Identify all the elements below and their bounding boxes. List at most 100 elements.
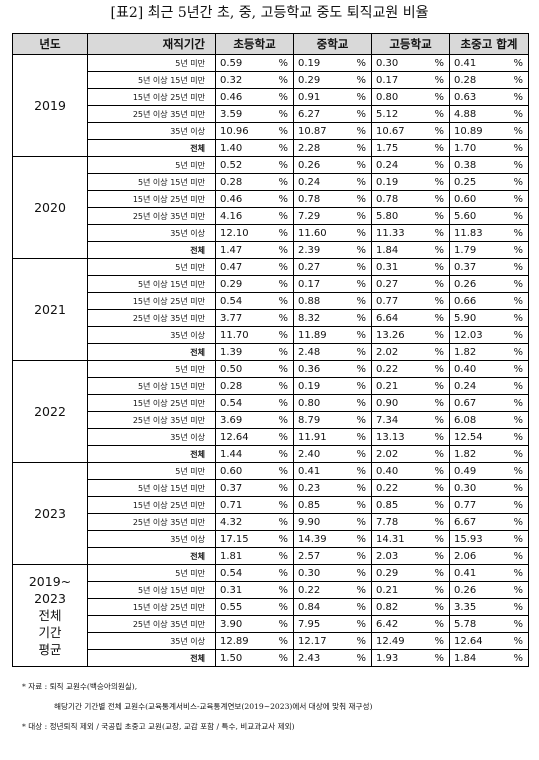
percent-unit: % — [513, 227, 523, 239]
value-number: 0.60 — [454, 193, 477, 205]
percent-unit: % — [434, 261, 444, 273]
value-cell: 11.89% — [293, 326, 372, 344]
value-number: 0.29 — [298, 74, 321, 86]
period-cell: 5년 이상 15년 미만 — [87, 173, 216, 191]
percent-unit: % — [278, 482, 288, 494]
value-cell: 1.40% — [215, 139, 294, 157]
value-cell: 0.22% — [371, 360, 450, 378]
percent-unit: % — [434, 244, 444, 256]
value-cell: 3.35% — [449, 598, 529, 616]
percent-unit: % — [434, 74, 444, 86]
year-label-line: 2023 — [34, 591, 66, 606]
percent-unit: % — [356, 431, 366, 443]
value-number: 0.85 — [376, 499, 399, 511]
percent-unit: % — [513, 312, 523, 324]
percent-unit: % — [278, 499, 288, 511]
value-number: 0.26 — [298, 159, 321, 171]
value-number: 2.02 — [376, 448, 399, 460]
value-cell: 13.26% — [371, 326, 450, 344]
value-cell: 6.42% — [371, 615, 450, 633]
value-number: 1.44 — [220, 448, 243, 460]
value-cell: 0.31% — [215, 581, 294, 599]
year-cell: 2019 — [12, 54, 88, 157]
header-middle: 중학교 — [293, 33, 372, 55]
value-cell: 0.26% — [449, 275, 529, 293]
value-number: 0.23 — [298, 482, 321, 494]
value-cell: 6.67% — [449, 513, 529, 531]
value-number: 0.29 — [220, 278, 243, 290]
value-number: 0.37 — [220, 482, 243, 494]
table-row: 전체 1.44% 2.40% 2.02% 1.82% — [13, 445, 529, 463]
percent-unit: % — [434, 448, 444, 460]
value-number: 0.21 — [376, 584, 399, 596]
period-cell: 5년 미만 — [87, 360, 216, 378]
value-number: 0.17 — [298, 278, 321, 290]
value-number: 0.71 — [220, 499, 243, 511]
percent-unit: % — [513, 516, 523, 528]
value-cell: 10.67% — [371, 122, 450, 140]
value-number: 0.60 — [220, 465, 243, 477]
value-cell: 4.32% — [215, 513, 294, 531]
value-cell: 0.36% — [293, 360, 372, 378]
percent-unit: % — [434, 465, 444, 477]
value-number: 4.16 — [220, 210, 243, 222]
value-number: 0.41 — [454, 57, 477, 69]
value-number: 0.29 — [376, 567, 399, 579]
percent-unit: % — [434, 601, 444, 613]
table-row: 25년 이상 35년 미만 3.59% 6.27% 5.12% 4.88% — [13, 105, 529, 123]
value-number: 13.13 — [376, 431, 405, 443]
percent-unit: % — [278, 516, 288, 528]
value-number: 8.32 — [298, 312, 321, 324]
percent-unit: % — [434, 312, 444, 324]
value-number: 2.57 — [298, 550, 321, 562]
percent-unit: % — [278, 176, 288, 188]
value-number: 17.15 — [220, 533, 249, 545]
value-cell: 12.89% — [215, 632, 294, 650]
value-number: 4.88 — [454, 108, 477, 120]
percent-unit: % — [434, 176, 444, 188]
value-cell: 10.87% — [293, 122, 372, 140]
retirement-rate-table: 년도 재직기간 초등학교 중학교 고등학교 초중고 합계 2019 5년 미만 0.… — [12, 33, 529, 667]
value-number: 13.26 — [376, 329, 405, 341]
percent-unit: % — [278, 261, 288, 273]
percent-unit: % — [434, 210, 444, 222]
value-cell: 0.31% — [371, 258, 450, 276]
year-label-line: 2020 — [34, 200, 66, 215]
percent-unit: % — [356, 397, 366, 409]
value-number: 0.17 — [376, 74, 399, 86]
value-cell: 0.47% — [215, 258, 294, 276]
percent-unit: % — [513, 346, 523, 358]
period-cell: 전체 — [87, 139, 216, 157]
percent-unit: % — [356, 652, 366, 664]
value-cell: 0.37% — [215, 479, 294, 497]
percent-unit: % — [278, 329, 288, 341]
percent-unit: % — [278, 227, 288, 239]
value-number: 4.32 — [220, 516, 243, 528]
value-number: 2.40 — [298, 448, 321, 460]
value-cell: 11.83% — [449, 224, 529, 242]
value-cell: 2.03% — [371, 547, 450, 565]
value-number: 2.43 — [298, 652, 321, 664]
value-number: 0.24 — [454, 380, 477, 392]
percent-unit: % — [513, 74, 523, 86]
percent-unit: % — [356, 601, 366, 613]
value-cell: 1.39% — [215, 343, 294, 361]
table-row: 전체 1.50% 2.43% 1.93% 1.84% — [13, 649, 529, 667]
value-cell: 15.93% — [449, 530, 529, 548]
percent-unit: % — [434, 363, 444, 375]
value-number: 0.22 — [376, 482, 399, 494]
percent-unit: % — [513, 533, 523, 545]
table-row: 전체 1.81% 2.57% 2.03% 2.06% — [13, 547, 529, 565]
value-number: 9.90 — [298, 516, 321, 528]
value-number: 10.87 — [298, 125, 327, 137]
percent-unit: % — [513, 295, 523, 307]
percent-unit: % — [513, 125, 523, 137]
value-number: 5.78 — [454, 618, 477, 630]
percent-unit: % — [278, 363, 288, 375]
value-number: 5.80 — [376, 210, 399, 222]
percent-unit: % — [278, 533, 288, 545]
percent-unit: % — [513, 567, 523, 579]
value-cell: 0.41% — [293, 462, 372, 480]
percent-unit: % — [434, 125, 444, 137]
percent-unit: % — [434, 346, 444, 358]
